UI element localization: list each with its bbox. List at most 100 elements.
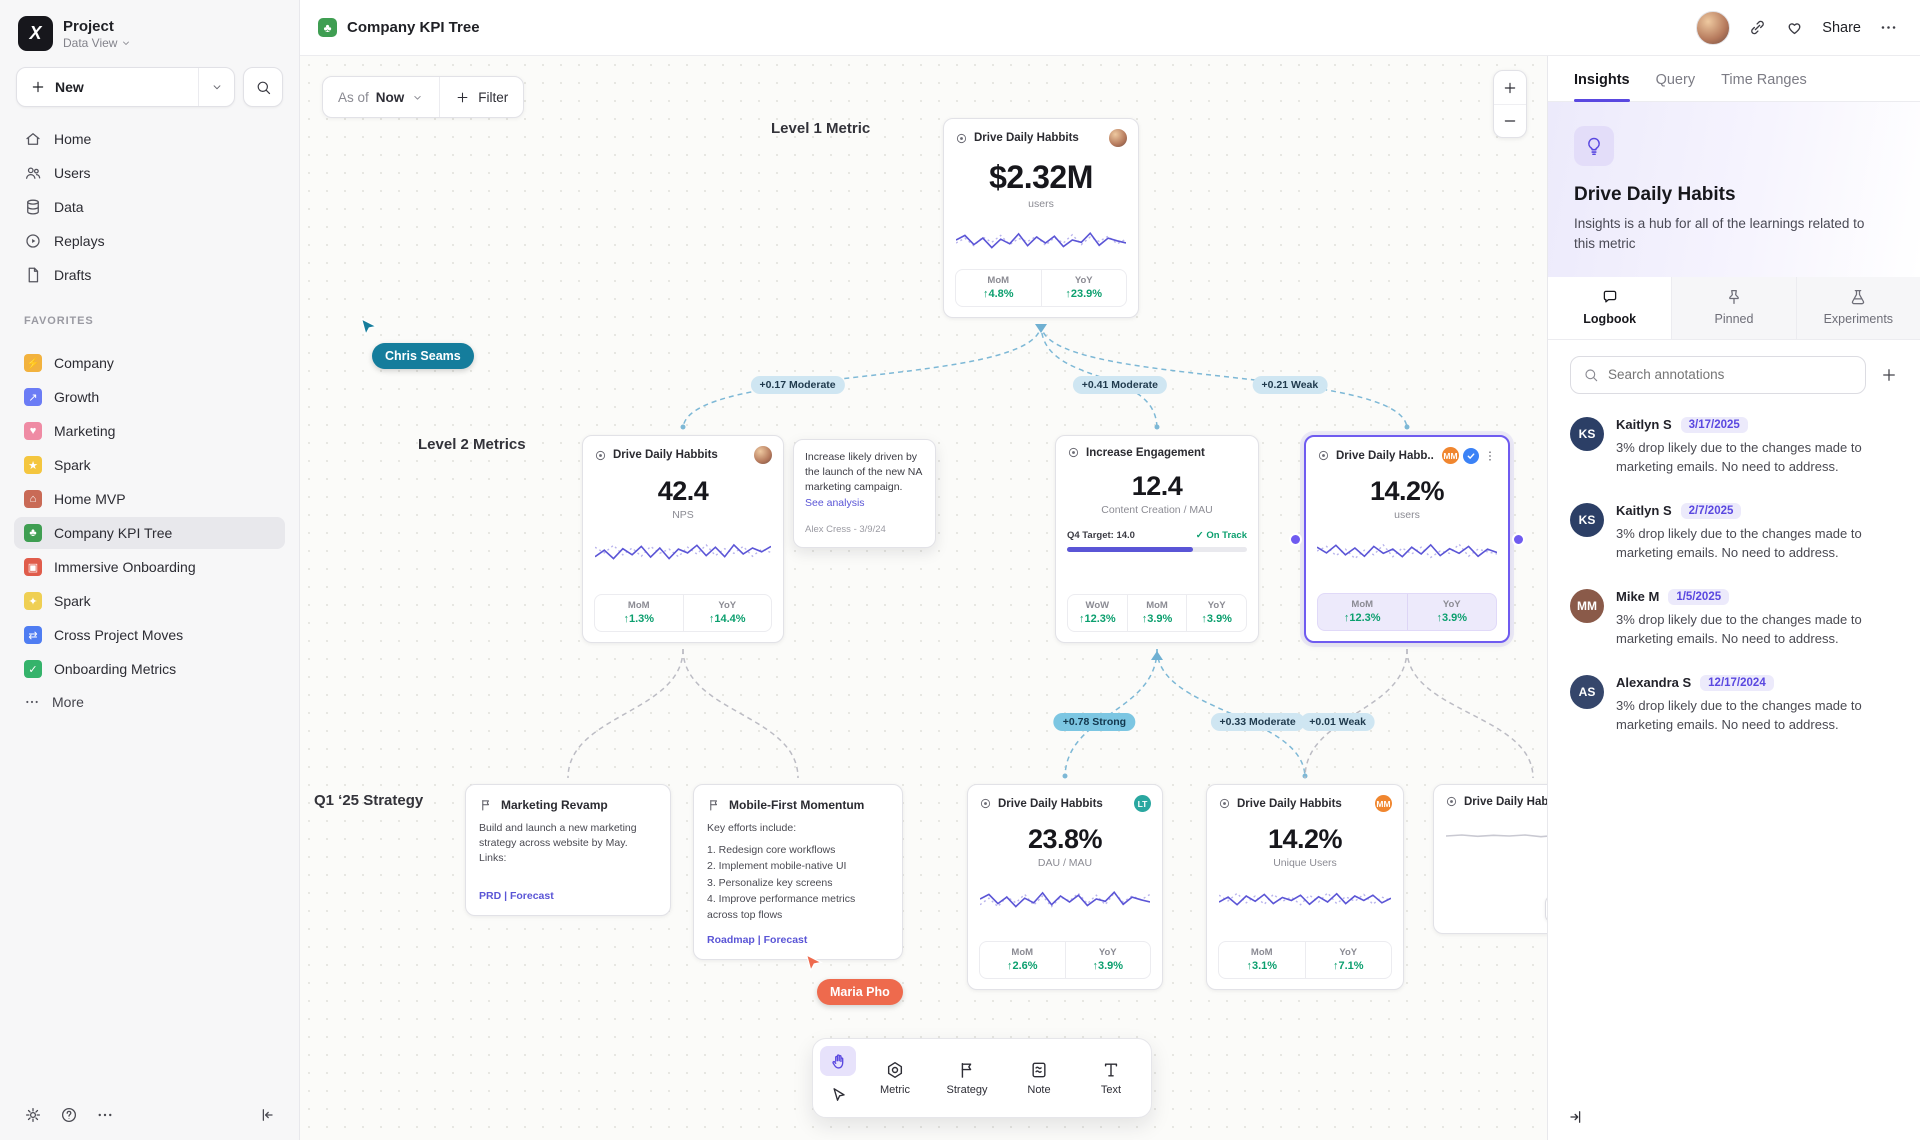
hand-tool[interactable] <box>820 1046 856 1076</box>
canvas-controls: As of Now Filter <box>322 76 525 118</box>
favorite-item-company-kpi-tree[interactable]: ♣ Company KPI Tree <box>14 517 285 549</box>
collaborator-cursor: Maria Pho <box>805 954 903 1005</box>
connect-button[interactable]: + Connect <box>1544 895 1547 923</box>
document-icon: ♣ <box>318 18 337 37</box>
chevron-down-icon <box>411 91 424 104</box>
tool-note[interactable]: Note <box>1006 1046 1072 1110</box>
collapse-panel-button[interactable] <box>1568 1108 1586 1126</box>
metric-card-dau[interactable]: Drive Daily Habbits LT 23.8% DAU / MAU MoM ↑2… <box>967 784 1163 990</box>
app-logo[interactable]: X <box>18 16 53 51</box>
favorite-item-cross-project-moves[interactable]: ⇄ Cross Project Moves <box>14 619 285 651</box>
tool-strategy[interactable]: Strategy <box>934 1046 1000 1110</box>
annotation-search[interactable] <box>1570 355 1866 394</box>
owner-avatar <box>754 446 772 464</box>
asof-dropdown[interactable]: As of Now <box>323 90 439 105</box>
favorites-heading: FAVORITES <box>24 315 94 327</box>
favorite-item-spark[interactable]: ✦ Spark <box>14 585 285 617</box>
favorite-item-immersive-onboarding[interactable]: ▣ Immersive Onboarding <box>14 551 285 583</box>
settings-button[interactable] <box>24 1106 42 1124</box>
stat-yoy: YoY ↑7.1% <box>1304 942 1392 978</box>
copy-link-button[interactable] <box>1748 18 1767 37</box>
favorite-icon: ▣ <box>24 558 42 576</box>
canvas-board[interactable]: As of Now Filter Level 1 Metric Level 2 … <box>300 56 1547 1140</box>
user-avatar[interactable] <box>1696 10 1731 45</box>
metric-card-unique[interactable]: Drive Daily Habbits MM 14.2% Unique Users Mo… <box>1206 784 1404 990</box>
panel-tab-query[interactable]: Query <box>1655 72 1696 88</box>
favorite-icon: ✓ <box>24 660 42 678</box>
metric-card-engagement[interactable]: Increase Engagement 12.4 Content Creation … <box>1055 435 1259 643</box>
owner-badge: LT <box>1134 795 1151 812</box>
add-annotation-button[interactable] <box>1880 366 1898 384</box>
project-view-switcher[interactable]: Data View <box>63 36 132 50</box>
zoom-out-button[interactable] <box>1494 104 1526 137</box>
favorite-item-onboarding-metrics[interactable]: ✓ Onboarding Metrics <box>14 653 285 685</box>
annotation-search-input[interactable] <box>1608 367 1853 382</box>
sidebar-item-data[interactable]: Data <box>14 191 285 223</box>
metric-unit: users <box>1028 198 1054 210</box>
favorite-label: Marketing <box>54 423 116 439</box>
metric-card-l1[interactable]: Drive Daily Habbits $2.32M users MoM ↑4.8% Yo… <box>943 118 1139 318</box>
subtab-pinned[interactable]: Pinned <box>1671 276 1796 339</box>
sidebar-item-users[interactable]: Users <box>14 157 285 189</box>
metric-card-selected[interactable]: Drive Daily Habb.. MM 14.2% users MoM ↑12.3% Y… <box>1289 435 1525 643</box>
file-icon <box>24 266 42 284</box>
tool-metric[interactable]: Metric <box>862 1046 928 1110</box>
favorite-label: Spark <box>54 593 91 609</box>
sidebar-search-button[interactable] <box>243 67 283 107</box>
strategy-card-s1[interactable]: Mobile-First Momentum Key efforts include… <box>693 784 903 960</box>
metric-unit: users <box>1394 509 1420 521</box>
tool-text[interactable]: Text <box>1078 1046 1144 1110</box>
sidebar-item-home[interactable]: Home <box>14 123 285 155</box>
stat-yoy: YoY ↑3.9% <box>1186 595 1246 631</box>
strategy-links[interactable]: Roadmap | Forecast <box>707 934 808 946</box>
strategy-links[interactable]: PRD | Forecast <box>479 890 554 902</box>
strategy-body: Key efforts include: <box>707 822 797 834</box>
annotation-item[interactable]: KS Kaitlyn S 3/17/2025 3% drop likely due t… <box>1570 404 1898 490</box>
subtab-experiments[interactable]: Experiments <box>1795 276 1920 339</box>
dots-icon <box>24 694 40 710</box>
favorite-item-marketing[interactable]: ♥ Marketing <box>14 415 285 447</box>
sidebar-overflow-button[interactable] <box>96 1106 114 1124</box>
filter-button[interactable]: Filter <box>440 90 523 105</box>
annotation-item[interactable]: MM Mike M 1/5/2025 3% drop likely due to th… <box>1570 576 1898 662</box>
favorite-label: Company <box>54 355 114 371</box>
panel-tab-insights[interactable]: Insights <box>1574 72 1630 102</box>
target-icon <box>955 132 968 145</box>
top-header: ♣ Company KPI Tree Share <box>300 0 1920 56</box>
panel-tab-time-ranges[interactable]: Time Ranges <box>1721 72 1807 88</box>
share-button[interactable]: Share <box>1822 19 1861 36</box>
favorite-item-company[interactable]: ⚡ Company <box>14 347 285 379</box>
target-progress-bar <box>1067 547 1247 552</box>
canvas-note-card[interactable]: Increase likely driven by the launch of … <box>793 439 936 548</box>
metric-title: Drive Daily Habbits <box>1237 797 1342 810</box>
stat-mom: MoM ↑4.8% <box>982 275 1014 300</box>
favorite-label: Cross Project Moves <box>54 627 184 643</box>
metric-title: Drive Daily Habb.. <box>1336 449 1434 462</box>
sidebar-more-button[interactable]: More <box>14 687 285 717</box>
help-button[interactable] <box>60 1106 78 1124</box>
favorite-item-spark[interactable]: ★ Spark <box>14 449 285 481</box>
favorite-icon: ♥ <box>24 422 42 440</box>
zoom-in-button[interactable] <box>1494 71 1526 104</box>
kebab-icon <box>1483 449 1497 463</box>
metric-card-partial[interactable]: Drive Daily Hab... + Connect <box>1433 784 1547 934</box>
sidebar-item-replays[interactable]: Replays <box>14 225 285 257</box>
metric-value: 14.2% <box>1369 476 1445 506</box>
strategy-card-s0[interactable]: Marketing Revamp Build and launch a new m… <box>465 784 671 916</box>
favorite-item-growth[interactable]: ↗ Growth <box>14 381 285 413</box>
stat-mom: MoM ↑3.9% <box>1126 595 1187 631</box>
header-more-button[interactable] <box>1879 18 1898 37</box>
favorite-button[interactable] <box>1785 18 1804 37</box>
collapse-sidebar-button[interactable] <box>257 1106 275 1124</box>
note-analysis-link[interactable]: See analysis <box>805 496 865 509</box>
pointer-tool[interactable] <box>820 1080 856 1110</box>
subtab-logbook[interactable]: Logbook <box>1548 276 1672 339</box>
annotation-item[interactable]: AS Alexandra S 12/17/2024 3% drop likely du… <box>1570 662 1898 748</box>
sidebar-item-drafts[interactable]: Drafts <box>14 259 285 291</box>
sidebar-item-label: Replays <box>54 233 105 249</box>
new-dropdown-button[interactable] <box>198 68 234 106</box>
new-button[interactable]: New <box>16 67 235 107</box>
metric-card-nps[interactable]: Drive Daily Habbits 42.4 NPS MoM ↑1.3% YoY ↑14… <box>582 435 784 643</box>
favorite-item-home-mvp[interactable]: ⌂ Home MVP <box>14 483 285 515</box>
annotation-item[interactable]: KS Kaitlyn S 2/7/2025 3% drop likely due to… <box>1570 490 1898 576</box>
